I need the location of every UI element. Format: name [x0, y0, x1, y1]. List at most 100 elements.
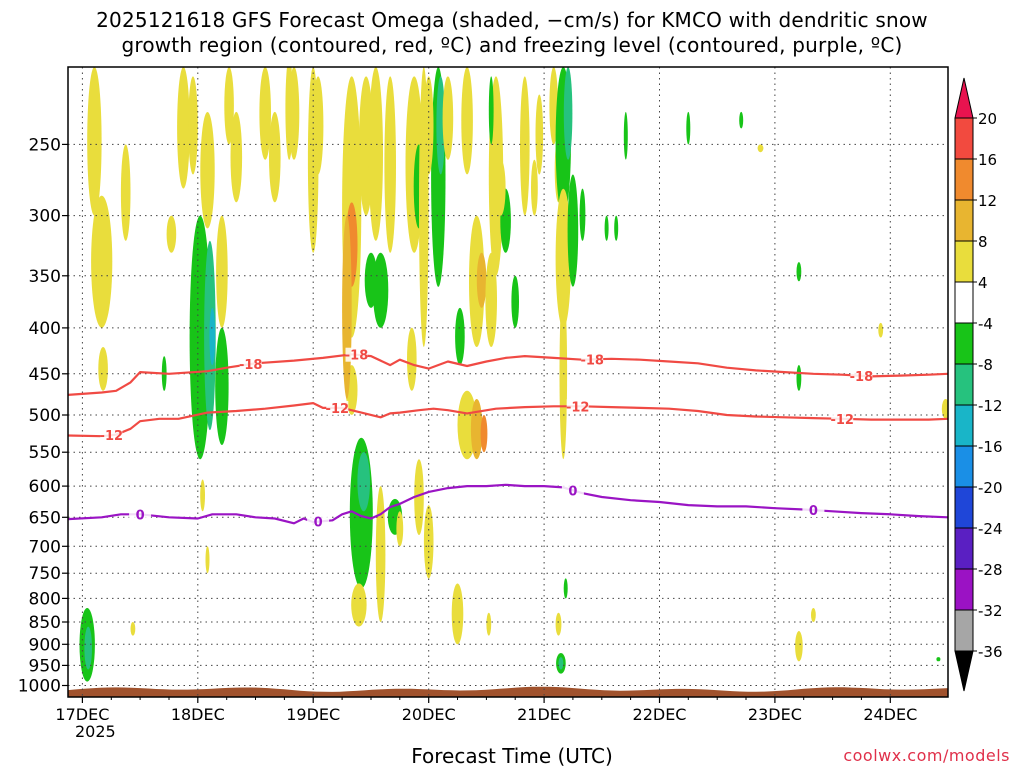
omega-blob-2	[98, 347, 108, 391]
omega-blob-94	[488, 76, 494, 145]
y-tick-label-300: 300	[29, 207, 61, 227]
x-axis-title: Forecast Time (UTC)	[411, 744, 613, 768]
omega-blob-53	[476, 252, 487, 308]
colorbar-segment-7	[954, 404, 974, 447]
omega-blob-61	[451, 583, 464, 645]
colorbar-segment-8	[954, 445, 974, 488]
omega-blob-15	[166, 215, 177, 253]
omega-blob-45	[414, 459, 424, 535]
contour-label--12-2: -12	[566, 400, 590, 415]
contour-label-0-0: 0	[136, 508, 145, 523]
x-year-label: 2025	[75, 722, 116, 741]
contour-label-0-2: 0	[568, 484, 577, 499]
omega-blob-11	[188, 76, 198, 175]
colorbar-label--32: -32	[978, 602, 1003, 620]
omega-blob-0	[87, 67, 102, 216]
omega-blob-50	[423, 76, 434, 175]
contour-label--12-3: -12	[830, 413, 854, 428]
omega-blob-77	[563, 578, 568, 599]
colorbar-segment-5	[954, 322, 974, 365]
colorbar-segment-3	[954, 240, 974, 283]
surface-terrain	[68, 686, 948, 697]
omega-blob-38	[375, 486, 386, 623]
omega-blob-18	[269, 111, 281, 203]
omega-blob-4	[84, 626, 92, 670]
omega-blob-87	[811, 608, 816, 622]
omega-blob-84	[757, 144, 764, 153]
contour-label-bg	[850, 368, 873, 383]
omega-blob-95	[285, 67, 293, 160]
omega-blob-20	[205, 546, 210, 574]
contour-label-0-3: 0	[809, 504, 818, 519]
omega-blob-34	[372, 252, 389, 328]
x-tick-label-24DEC: 24DEC	[863, 705, 917, 724]
contour--12-line	[68, 402, 948, 438]
omega-blob-79	[579, 188, 586, 241]
credit-link[interactable]: coolwx.com/models	[843, 746, 1010, 765]
omega-blob-6	[130, 622, 136, 636]
contour-0-line	[68, 483, 948, 525]
contour-label-bg	[802, 503, 825, 518]
y-tick-label-350: 350	[29, 267, 61, 287]
colorbar-label--12: -12	[978, 397, 1003, 415]
omega-blob-14	[200, 112, 215, 229]
omega-blob-43	[407, 327, 417, 391]
contour-label--12-0: -12	[100, 429, 124, 444]
omega-blob-57	[470, 399, 483, 460]
omega-blob-81	[614, 215, 619, 241]
omega-blob-33	[384, 76, 397, 253]
x-tick-label-18DEC: 18DEC	[171, 705, 225, 724]
chart-title-line-2: growth region (contoured, red, ºC) and f…	[121, 33, 903, 57]
plot-frame	[67, 66, 949, 698]
colorbar-segment-11	[954, 568, 974, 611]
contour-label-bg	[566, 399, 589, 414]
omega-blob-67	[535, 94, 544, 175]
omega-blob-66	[531, 159, 538, 216]
colorbar-label--20: -20	[978, 479, 1003, 497]
omega-blob-7	[177, 67, 190, 189]
y-tick-label-950: 950	[29, 656, 61, 676]
colorbar-segment-6	[954, 363, 974, 406]
omega-blob-73	[559, 286, 568, 460]
contour-label-0-1: 0	[314, 516, 323, 531]
x-tick-label-21DEC: 21DEC	[517, 705, 571, 724]
omega-blob-64	[511, 275, 519, 328]
omega-blob-54	[485, 252, 498, 347]
colorbar-label-12: 12	[978, 192, 997, 210]
omega-blob-91	[941, 399, 948, 419]
colorbar-label--24: -24	[978, 520, 1003, 538]
colorbar-segment-0	[954, 117, 974, 160]
contour-label-bg	[561, 483, 584, 498]
axes-layer: 2503003504004505005506006507007508008509…	[18, 66, 949, 724]
omega-blob-58	[480, 415, 488, 453]
omega-blob-37	[351, 583, 367, 627]
contour--18-line	[68, 353, 948, 396]
omega-blob-10	[209, 307, 216, 366]
contour-label-bg	[129, 507, 152, 522]
y-tick-label-600: 600	[29, 477, 61, 497]
contour-label-bg	[345, 347, 368, 362]
omega-blob-65	[520, 76, 530, 216]
omega-blob-59	[455, 307, 465, 366]
colorbar-segment-10	[954, 527, 974, 570]
y-tick-label-1000: 1000	[18, 677, 61, 697]
colorbar-top-arrow	[954, 77, 974, 119]
omega-blob-49	[442, 76, 454, 160]
omega-blob-78	[567, 174, 579, 287]
x-tick-label-22DEC: 22DEC	[633, 705, 687, 724]
omega-blob-36	[357, 452, 371, 512]
omega-blob-71	[563, 67, 573, 160]
y-tick-label-900: 900	[29, 635, 61, 655]
colorbar-label--28: -28	[978, 561, 1003, 579]
contour-label-bg	[239, 357, 262, 371]
y-tick-label-800: 800	[29, 589, 61, 609]
omega-blob-46	[423, 505, 434, 579]
y-tick-label-750: 750	[29, 564, 61, 584]
contour-label-bg	[100, 428, 123, 443]
omega-blob-86	[796, 365, 802, 391]
colorbar-segment-9	[954, 486, 974, 529]
omega-blob-51	[461, 67, 473, 175]
contour-label-bg	[0, 393, 7, 407]
omega-blob-40	[396, 511, 404, 547]
omega-blob-89	[795, 631, 803, 662]
